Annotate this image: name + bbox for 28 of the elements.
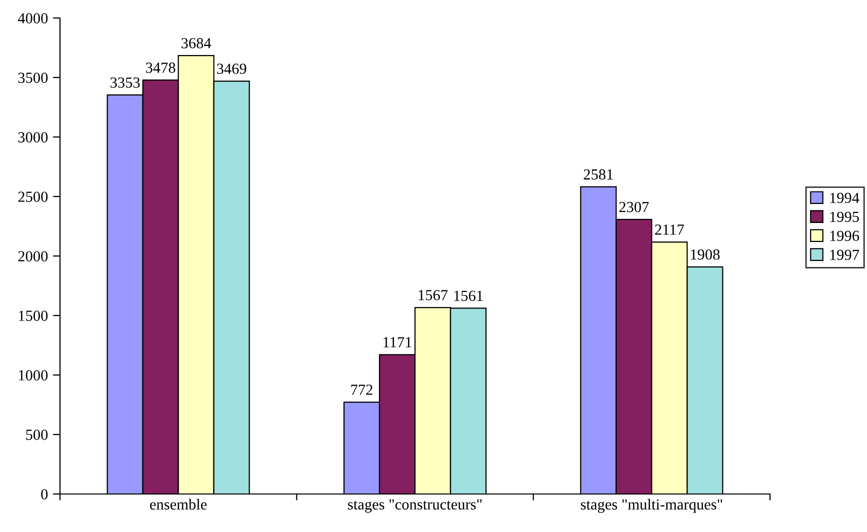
y-tick-label: 4000 [18,13,48,24]
y-tick-label: 2000 [18,251,48,262]
x-tick-label: ensemble [150,498,207,510]
x-tick-label: stages "multi-marques" [580,498,722,513]
x-tick-label: stages "constructeurs" [348,499,482,513]
legend-label: 1996 [830,230,860,242]
data-label: 2581 [584,169,613,180]
data-label: 1567 [418,290,448,300]
data-label: 1908 [690,249,720,260]
y-tick-label: 0 [41,489,48,500]
y-tick-label: 1500 [18,310,48,321]
y-tick-label: 2500 [18,192,48,202]
data-label: 772 [351,384,372,395]
y-tick-label: 500 [26,430,48,440]
data-label: 2307 [619,202,649,212]
data-label: 2117 [655,224,684,235]
y-tick-label: 3500 [18,72,48,83]
legend-label: 1994 [830,192,860,204]
data-label: 3353 [110,77,140,88]
data-label: 3684 [182,38,212,48]
data-label: 1171 [384,337,412,348]
legend-label: 1995 [830,212,859,222]
data-label: 3469 [217,64,246,74]
data-label: 3478 [146,62,176,73]
y-tick-label: 3000 [18,132,48,142]
legend-label: 1997 [830,250,860,260]
data-label: 1561 [454,290,483,301]
y-tick-label: 1000 [18,370,48,380]
